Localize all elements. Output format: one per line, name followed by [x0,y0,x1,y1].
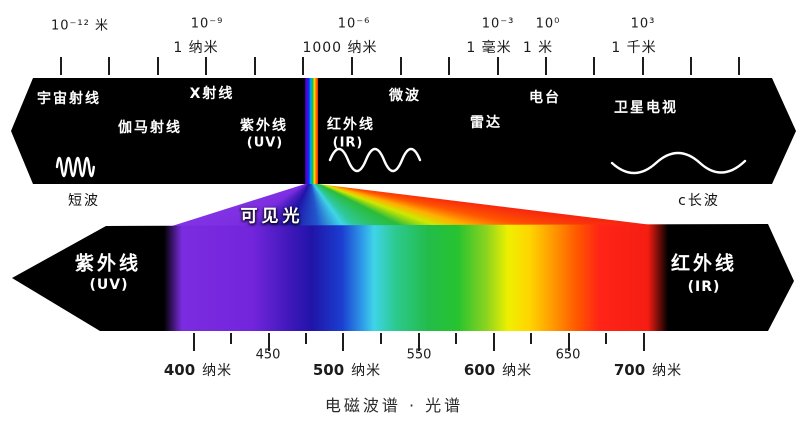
band-label-infrared: 红外线 [670,252,738,275]
scale-label-1-kilometer: 1 千米 [611,40,657,56]
scale-label-1e-3: 10⁻³ [481,16,515,32]
wavelength-tick-major [268,333,270,351]
wavelength-tick-major [193,333,195,351]
wavelength-tick-major [418,333,420,351]
wavelength-unit: 纳米 [652,363,683,379]
scale-label-1-millimeter: 1 毫米 [466,40,512,56]
scale-label-1e0: 10⁰ [535,16,561,32]
wavelength-label-450nm: 450 [255,347,281,363]
wavelength-number: 500 [312,361,345,379]
note-longwave: c长波 [678,193,720,209]
wavelength-label-500nm: 500 纳米 [313,360,381,380]
top-ruler-tick [690,57,692,75]
wavelength-unit: 纳米 [202,363,233,379]
top-ruler-tick [108,57,110,75]
band-sublabel-uv: (UV) [89,277,129,293]
scale-label-1000-nanometer: 1000 纳米 [302,40,378,56]
wavelength-number: 700 [613,361,646,379]
top-ruler-tick [545,57,547,75]
note-visible-light: 可见光 [240,206,304,227]
wavelength-number: 400 [163,361,196,379]
top-ruler-tick [448,57,450,75]
top-ruler-tick [738,57,740,75]
wavelength-tick-major [493,333,495,351]
band-label-ultraviolet: 紫外线 [74,252,142,275]
wavelength-tick-minor [455,333,457,344]
wavelength-tick-minor [605,333,607,344]
scale-label-1-nanometer: 1 纳米 [173,40,219,56]
scale-label-1-meter: 1 米 [522,40,554,56]
region-label-radar: 雷达 [470,115,502,131]
region-label-cosmic-rays: 宇宙射线 [37,91,101,107]
region-sublabel-uv: (UV) [246,135,284,151]
wavelength-label-400nm: 400 纳米 [164,360,232,380]
top-ruler-tick [593,57,595,75]
wavelength-tick-minor [305,333,307,344]
diagram-caption: 电磁波谱 · 光谱 [324,396,464,415]
wavelength-label-600nm: 600 纳米 [464,360,532,380]
wavelength-number: 600 [463,361,496,379]
wavelength-tick-minor [530,333,532,344]
band-sublabel-ir: (IR) [687,279,721,295]
top-ruler-tick [60,57,62,75]
scale-label-1e3: 10³ [630,16,656,32]
top-ruler-tick [497,57,499,75]
region-label-satellite-tv: 卫星电视 [614,100,678,116]
wavelength-tick-major [643,333,645,351]
wavelength-label-550nm: 550 [406,347,432,363]
region-label-radio: 电台 [529,90,561,106]
top-ruler-tick [302,57,304,75]
wavelength-tick-major [568,333,570,351]
region-label-x-rays: X射线 [189,86,235,102]
scale-label-1e-9: 10⁻⁹ [190,16,224,32]
top-ruler-tick [642,57,644,75]
top-ruler-tick [205,57,207,75]
wavelength-label-650nm: 650 [555,347,581,363]
top-ruler-tick [157,57,159,75]
wavelength-tick-major [342,333,344,351]
top-ruler-tick [400,57,402,75]
wavelength-unit: 纳米 [502,363,533,379]
region-label-microwave: 微波 [389,88,421,104]
region-sublabel-ir: (IR) [332,135,364,151]
scale-label-1e-12-m: 10⁻¹² 米 [51,18,109,34]
note-shortwave: 短波 [68,193,100,209]
region-label-gamma-rays: 伽马射线 [118,120,182,136]
region-label-ultraviolet: 紫外线 [240,118,288,134]
visible-light-strip [305,78,318,184]
wavelength-tick-minor [380,333,382,344]
top-ruler-tick [351,57,353,75]
region-label-infrared: 红外线 [327,117,375,133]
scale-label-1e-6: 10⁻⁶ [337,16,371,32]
wavelength-unit: 纳米 [351,363,382,379]
wavelength-label-700nm: 700 纳米 [614,360,682,380]
top-ruler-tick [254,57,256,75]
visible-spectrum-band [12,224,794,331]
wavelength-tick-minor [230,333,232,344]
